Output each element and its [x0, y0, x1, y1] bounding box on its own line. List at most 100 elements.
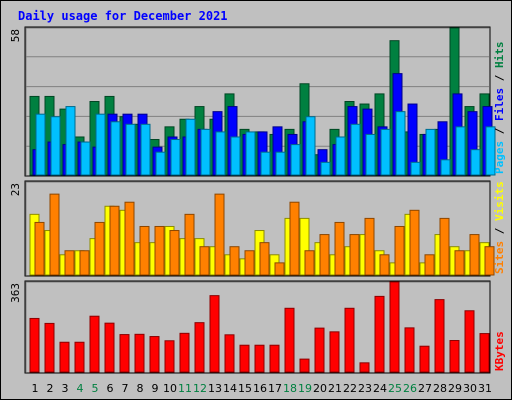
bar-sites-day-8: [139, 225, 150, 276]
bar-sites-day-12: [199, 246, 210, 276]
x-tick-day-9: 9: [152, 382, 159, 395]
bar-kbytes-day-13: [209, 295, 220, 373]
bar-sites-day-9: [154, 225, 165, 276]
bar-sites-day-10: [169, 230, 180, 276]
bar-sites-day-23: [364, 217, 375, 276]
x-tick-day-25: 25: [388, 382, 402, 395]
bar-kbytes-day-20: [314, 327, 325, 373]
bar-sites-day-21: [334, 221, 345, 276]
bar-sites-day-24: [379, 254, 390, 276]
visits-sites-legend-label: Sites / Visits: [493, 181, 506, 274]
bar-sites-day-17: [274, 262, 285, 276]
bar-sites-day-7: [124, 201, 135, 276]
x-tick-day-11: 11: [178, 382, 192, 395]
bar-sites-day-22: [349, 234, 360, 276]
bar-kbytes-day-3: [59, 341, 70, 373]
bar-pages-day-6: [110, 121, 121, 176]
bar-pages-day-8: [140, 123, 151, 176]
x-tick-day-14: 14: [223, 382, 237, 395]
bar-kbytes-day-6: [104, 322, 115, 373]
bar-pages-day-1: [35, 113, 46, 176]
legend-visits: Visits: [493, 181, 506, 221]
x-tick-day-6: 6: [107, 382, 114, 395]
bar-pages-day-15: [245, 131, 256, 176]
bar-sites-day-5: [94, 221, 105, 276]
bar-pages-day-16: [260, 151, 271, 176]
legend-separator: /: [493, 68, 506, 88]
bar-sites-day-15: [244, 250, 255, 276]
bar-kbytes-day-21: [329, 331, 340, 373]
bar-kbytes-day-10: [164, 340, 175, 373]
bar-pages-day-13: [215, 131, 226, 176]
bar-sites-day-28: [439, 217, 450, 276]
bar-pages-day-20: [320, 161, 331, 176]
bar-sites-day-1: [34, 221, 45, 276]
bar-sites-day-19: [304, 250, 315, 276]
bar-kbytes-day-5: [89, 315, 100, 373]
bar-kbytes-day-8: [134, 333, 145, 373]
hits-files-pages-max-label: 58: [9, 29, 22, 42]
bar-sites-day-31: [484, 246, 495, 276]
bar-sites-day-16: [259, 242, 270, 276]
bar-kbytes-day-2: [44, 322, 55, 373]
bar-sites-day-13: [214, 193, 225, 276]
bar-pages-day-5: [95, 113, 106, 176]
x-tick-day-26: 26: [403, 382, 417, 395]
bar-kbytes-day-17: [269, 344, 280, 373]
bar-kbytes-day-27: [419, 345, 430, 373]
x-tick-day-20: 20: [313, 382, 327, 395]
bar-pages-day-22: [350, 123, 361, 176]
bar-kbytes-day-28: [434, 299, 445, 373]
legend-kbytes: KBytes: [493, 331, 506, 371]
x-tick-day-1: 1: [32, 382, 39, 395]
x-tick-day-18: 18: [283, 382, 297, 395]
x-tick-day-15: 15: [238, 382, 252, 395]
bar-kbytes-day-7: [119, 334, 130, 373]
bar-pages-day-10: [170, 139, 181, 176]
chart-title: Daily usage for December 2021: [18, 9, 228, 23]
bar-kbytes-day-18: [284, 307, 295, 373]
bar-pages-day-27: [425, 128, 436, 176]
bar-pages-day-3: [65, 106, 76, 176]
x-tick-day-13: 13: [208, 382, 222, 395]
bar-sites-day-2: [49, 193, 60, 276]
kbytes-max-label: 363: [9, 283, 22, 303]
bar-kbytes-day-29: [449, 340, 460, 373]
bar-pages-day-29: [455, 126, 466, 176]
x-tick-day-2: 2: [47, 382, 54, 395]
bar-sites-day-3: [64, 250, 75, 276]
legend-files: Files: [493, 88, 506, 121]
bar-kbytes-day-25: [389, 281, 400, 373]
bar-pages-day-14: [230, 136, 241, 176]
bar-pages-day-23: [365, 133, 376, 176]
bar-pages-day-24: [380, 128, 391, 176]
x-tick-day-12: 12: [193, 382, 207, 395]
bar-pages-day-11: [185, 118, 196, 176]
bar-sites-day-18: [289, 201, 300, 276]
x-tick-day-10: 10: [163, 382, 177, 395]
bar-sites-day-30: [469, 234, 480, 276]
bar-kbytes-day-31: [479, 333, 490, 373]
visits-sites-max-label: 23: [9, 183, 22, 196]
bar-pages-day-25: [395, 111, 406, 176]
bar-pages-day-19: [305, 116, 316, 176]
bar-pages-day-12: [200, 128, 211, 176]
x-tick-day-22: 22: [343, 382, 357, 395]
x-tick-day-24: 24: [373, 382, 387, 395]
bar-kbytes-day-11: [179, 332, 190, 373]
bar-kbytes-day-9: [149, 336, 160, 373]
bar-pages-day-7: [125, 123, 136, 176]
bar-sites-day-25: [394, 225, 405, 276]
bar-pages-day-17: [275, 151, 286, 176]
x-tick-day-17: 17: [268, 382, 282, 395]
legend-hits: Hits: [493, 42, 506, 69]
legend-separator: /: [493, 221, 506, 241]
x-tick-day-8: 8: [137, 382, 144, 395]
bar-sites-day-29: [454, 250, 465, 276]
bar-kbytes-day-19: [299, 358, 310, 373]
bar-pages-day-21: [335, 136, 346, 176]
legend-sites: Sites: [493, 241, 506, 274]
bar-kbytes-day-4: [74, 341, 85, 373]
x-tick-day-27: 27: [418, 382, 432, 395]
bar-kbytes-day-23: [359, 362, 370, 373]
